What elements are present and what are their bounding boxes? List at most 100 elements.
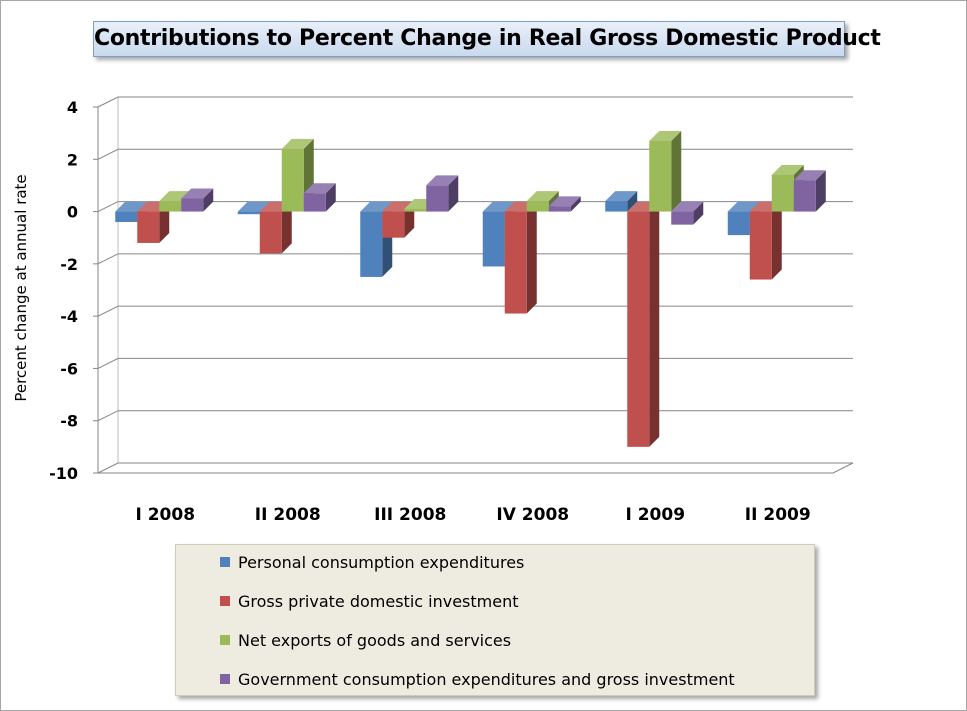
x-tick-label: I 2009	[625, 505, 685, 525]
bar-front	[181, 198, 204, 212]
bar-front	[259, 211, 282, 254]
y-tick-label: 2	[67, 150, 78, 169]
gridline	[97, 148, 853, 160]
bar-side	[627, 191, 638, 212]
bar-group-5	[727, 164, 826, 280]
bar	[671, 201, 704, 225]
x-tick-label: II 2009	[745, 505, 811, 525]
x-tick-label: II 2008	[255, 505, 321, 525]
bar-top	[181, 188, 214, 199]
bar-top	[360, 201, 393, 212]
plot-area: 4 2 0 -2 -4 -6 -8 -10 I 2008 II 2008 III 2008 IV 20…	[49, 96, 854, 525]
legend-label: Personal consumption expenditures	[238, 552, 525, 572]
legend-entry: Gross private domestic investment	[220, 591, 519, 611]
legend-entry: Government consumption expenditures and …	[220, 669, 735, 689]
gridline	[97, 410, 853, 422]
bar-side	[325, 183, 336, 212]
bar-front	[627, 211, 650, 447]
bar	[426, 175, 459, 212]
bar-top	[237, 201, 270, 212]
bar-group-0	[115, 188, 214, 243]
bar-front	[382, 211, 405, 238]
bar	[504, 201, 537, 314]
x-tick-label: I 2008	[135, 505, 195, 525]
bar-front	[649, 140, 672, 212]
bar-top	[426, 175, 459, 186]
bar-front	[727, 211, 750, 236]
legend-swatch	[220, 635, 230, 645]
legend-label: Gross private domestic investment	[238, 591, 519, 611]
bar	[181, 188, 214, 212]
bar-top	[548, 196, 581, 207]
bar-side	[526, 201, 537, 314]
bar-side	[570, 196, 581, 212]
legend-label: Government consumption expenditures and …	[238, 669, 735, 689]
y-tick-label: 0	[67, 203, 78, 222]
bar	[749, 201, 782, 280]
bar-group-4	[605, 130, 704, 447]
bar-side	[693, 201, 704, 225]
legend-entry: Personal consumption expenditures	[220, 552, 524, 572]
bar-top	[771, 164, 804, 175]
bar-front	[137, 211, 160, 243]
bar-front	[159, 201, 182, 212]
bar	[605, 191, 638, 212]
bar-front	[793, 180, 816, 212]
y-tick-label: -2	[60, 255, 78, 274]
bar-group-1	[237, 138, 336, 254]
bar-side	[203, 188, 214, 212]
y-tick-label: 4	[67, 98, 78, 117]
y-tick-label: -10	[49, 464, 78, 483]
bar-front	[281, 148, 304, 212]
bar-side	[448, 175, 459, 212]
bar-front	[426, 185, 449, 212]
bar-side	[815, 170, 826, 212]
bar	[548, 196, 581, 212]
bar-top	[482, 201, 515, 212]
bar-front	[671, 211, 694, 225]
x-tick-label: IV 2008	[496, 505, 569, 525]
gridline	[97, 96, 853, 108]
bar	[627, 201, 660, 447]
legend: Personal consumption expenditures Gross p…	[175, 544, 815, 696]
legend-swatch	[220, 674, 230, 684]
bar-front	[360, 211, 383, 277]
legend-swatch	[220, 596, 230, 606]
bar-front	[605, 201, 628, 212]
bar-top	[115, 201, 148, 212]
bar-top	[649, 130, 682, 141]
y-tick-label: -4	[60, 307, 78, 326]
bar-front	[526, 201, 549, 212]
bar-side	[771, 201, 782, 280]
gridline	[97, 357, 853, 369]
bar	[649, 130, 682, 212]
bar-front	[482, 211, 505, 267]
bar-front	[115, 211, 138, 223]
bar-front	[771, 174, 794, 212]
y-tick-label: -8	[60, 412, 78, 431]
bar-front	[504, 211, 527, 314]
bar-front	[237, 211, 260, 215]
bar-side	[671, 130, 682, 212]
bar-group-2	[360, 175, 459, 277]
bar	[793, 170, 826, 212]
gridline	[97, 305, 853, 317]
legend-label: Net exports of goods and services	[238, 630, 512, 650]
y-tick-label: -6	[60, 359, 78, 378]
x-tick-label: III 2008	[374, 505, 446, 525]
bar-front	[749, 211, 772, 280]
chart-title: Contributions to Percent Change in Real …	[93, 21, 881, 57]
bar-front	[404, 208, 427, 212]
bar-top	[793, 170, 826, 181]
floor	[97, 462, 854, 474]
bar-side	[281, 201, 292, 254]
bar-front	[548, 206, 571, 212]
bar	[303, 183, 336, 212]
legend-entry: Net exports of goods and services	[220, 630, 511, 650]
bar-top	[303, 183, 336, 194]
bar-top	[526, 191, 559, 202]
bar-group-3	[482, 191, 581, 314]
bar-front	[303, 193, 326, 212]
bar-side	[159, 201, 170, 243]
